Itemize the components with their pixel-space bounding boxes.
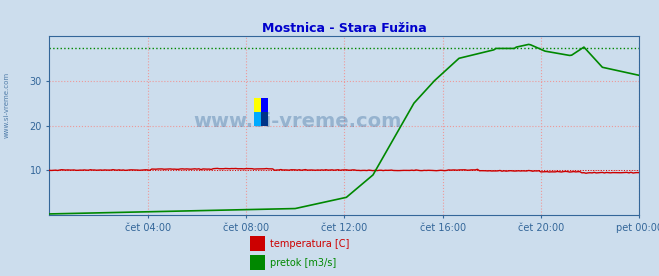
Bar xyxy=(254,112,261,126)
Title: Mostnica - Stara Fužina: Mostnica - Stara Fužina xyxy=(262,22,427,35)
Bar xyxy=(261,98,268,112)
Text: www.si-vreme.com: www.si-vreme.com xyxy=(3,72,9,138)
Bar xyxy=(261,112,268,126)
Text: www.si-vreme.com: www.si-vreme.com xyxy=(193,113,401,131)
Bar xyxy=(254,98,261,112)
Text: pretok [m3/s]: pretok [m3/s] xyxy=(270,258,337,268)
Text: temperatura [C]: temperatura [C] xyxy=(270,239,349,249)
